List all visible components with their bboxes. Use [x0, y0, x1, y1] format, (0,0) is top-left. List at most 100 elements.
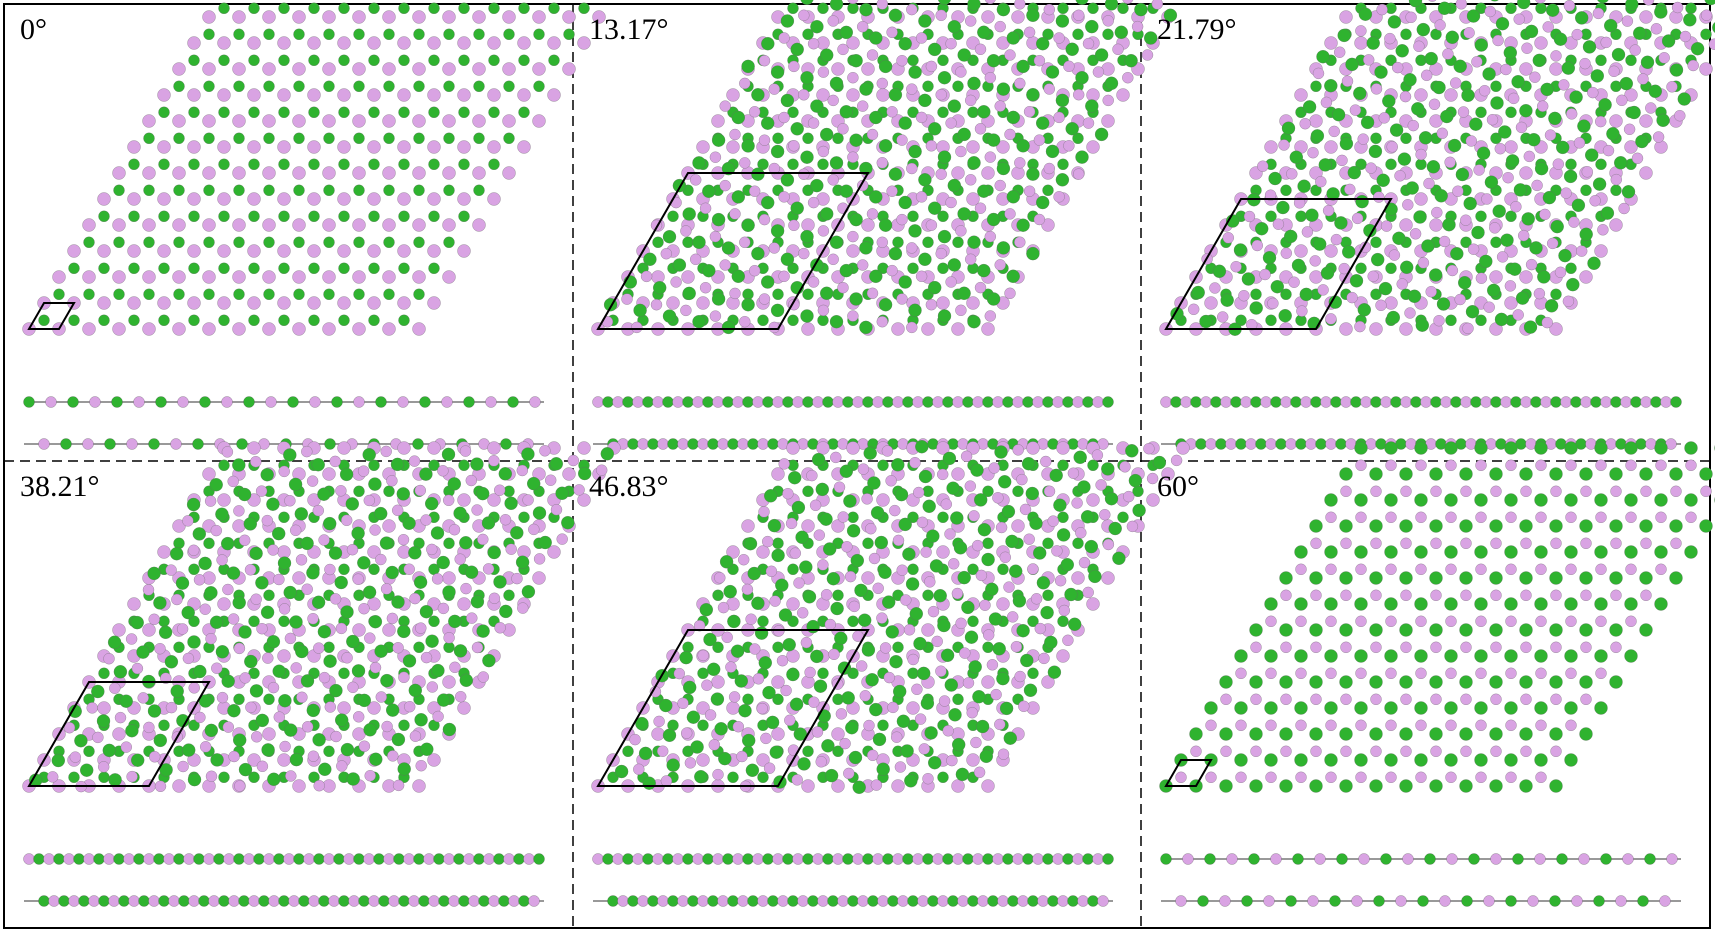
atom	[964, 630, 979, 644]
atom	[771, 467, 785, 481]
side-atom	[767, 895, 779, 907]
atom	[955, 767, 970, 782]
atom	[472, 218, 486, 232]
atom	[1026, 441, 1040, 455]
atom	[996, 140, 1010, 154]
atom	[920, 546, 932, 558]
atom	[592, 10, 606, 24]
atom	[1469, 117, 1483, 131]
atom	[1534, 161, 1549, 176]
atom	[1053, 111, 1065, 124]
side-atom	[982, 853, 994, 865]
atom	[1320, 266, 1335, 280]
atom	[1036, 576, 1051, 590]
atom	[1355, 771, 1367, 783]
side-atom	[722, 853, 734, 865]
atom	[1592, 177, 1607, 191]
atom	[1424, 51, 1438, 66]
atom	[289, 752, 304, 767]
atom	[1010, 641, 1023, 653]
atom	[673, 667, 685, 680]
side-atom	[93, 853, 105, 865]
atom	[693, 620, 706, 632]
atom	[1670, 485, 1682, 497]
atom	[198, 556, 212, 571]
atom	[386, 612, 399, 625]
side-atom	[657, 895, 669, 907]
atom	[1249, 623, 1263, 637]
atom	[857, 259, 869, 271]
atom	[1146, 493, 1160, 507]
side-atom	[508, 895, 520, 907]
atom	[263, 236, 275, 248]
side-atom	[857, 895, 869, 907]
atom	[307, 750, 320, 762]
side-atom	[433, 853, 445, 865]
atom	[353, 132, 365, 144]
atom	[1088, 569, 1102, 584]
atom	[1222, 232, 1234, 244]
atom	[1280, 641, 1292, 653]
atom	[503, 80, 515, 92]
atom	[1475, 106, 1487, 118]
atom	[847, 615, 859, 627]
atom	[1337, 28, 1351, 43]
atom	[413, 641, 425, 653]
atom	[1534, 493, 1548, 507]
atom	[153, 596, 167, 610]
side-atom	[602, 396, 614, 408]
atom	[1624, 493, 1638, 507]
atom	[800, 71, 814, 85]
atom	[428, 615, 440, 627]
side-atom	[717, 895, 729, 907]
atom	[1295, 771, 1307, 783]
atom	[776, 655, 789, 667]
atom	[1609, 218, 1623, 232]
atom	[273, 711, 285, 723]
atom	[791, 774, 803, 786]
atom	[1009, 564, 1023, 578]
atom	[711, 270, 725, 284]
atom	[1101, 114, 1115, 128]
atom	[1414, 192, 1428, 206]
atom	[1370, 693, 1382, 705]
atom	[409, 730, 422, 742]
atom	[859, 690, 871, 702]
atom	[383, 288, 395, 300]
atom	[1474, 649, 1488, 663]
atom	[1027, 563, 1039, 575]
atom	[1652, 131, 1665, 143]
atom	[1655, 459, 1667, 471]
atom	[725, 661, 737, 673]
atom	[488, 2, 500, 14]
atom	[448, 614, 462, 629]
atom	[1518, 229, 1530, 242]
atom	[908, 65, 922, 79]
atom	[368, 262, 380, 274]
side-atom	[667, 438, 679, 450]
side-atom	[412, 438, 424, 450]
atom	[1648, 84, 1662, 98]
atom	[924, 726, 938, 740]
atom	[471, 504, 483, 516]
atom	[730, 644, 745, 658]
atom	[977, 25, 991, 39]
atom	[308, 262, 320, 274]
atom	[918, 14, 932, 28]
atom	[1524, 24, 1539, 39]
atom	[1475, 719, 1487, 731]
atom	[1204, 701, 1218, 715]
atom	[1384, 545, 1398, 559]
atom	[98, 210, 110, 222]
atom	[937, 309, 952, 323]
atom	[338, 563, 350, 575]
atom	[1087, 2, 1099, 14]
atom	[239, 672, 251, 684]
atom	[1563, 169, 1578, 184]
atom	[807, 196, 820, 209]
atom	[907, 262, 919, 274]
atom	[308, 54, 320, 66]
atom	[1040, 605, 1054, 620]
atom	[1549, 675, 1563, 689]
atom	[1369, 571, 1383, 585]
